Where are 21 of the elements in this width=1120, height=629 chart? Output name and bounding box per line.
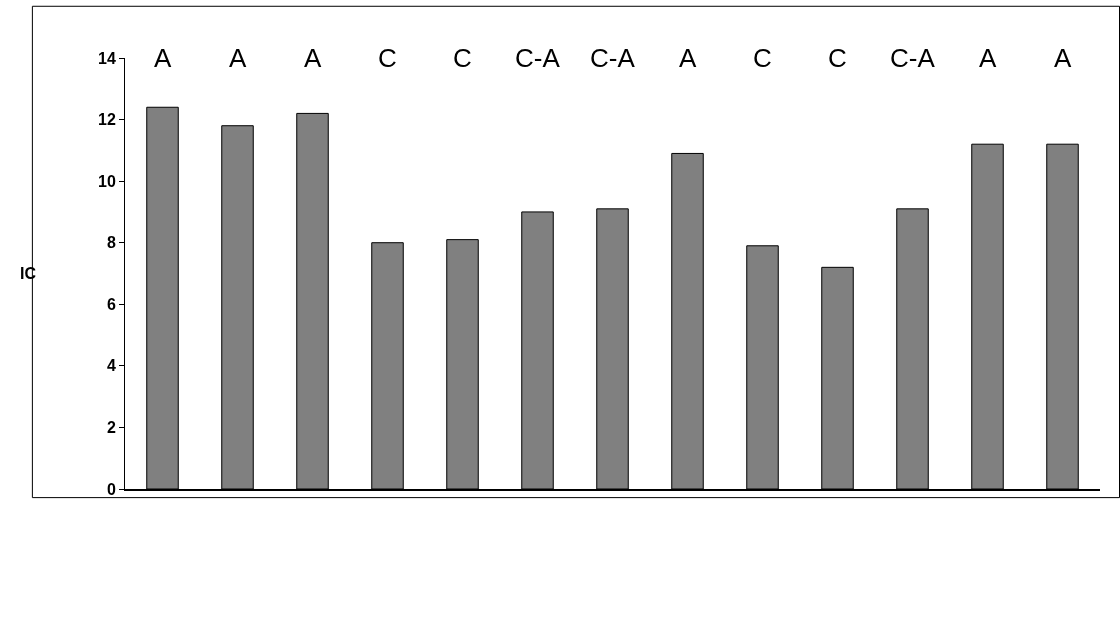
y-tick-label: 0 — [106, 480, 116, 498]
annotation: A — [679, 43, 697, 73]
y-tick-label: 10 — [98, 172, 116, 190]
annotation: A — [979, 43, 997, 73]
annotation: C-A — [590, 43, 636, 73]
y-tick-label: 14 — [98, 49, 116, 67]
annotation: C — [753, 43, 772, 73]
annotation: C — [453, 43, 472, 73]
annotation: A — [229, 43, 247, 73]
y-tick-label: 12 — [98, 111, 116, 129]
y-tick-label: 6 — [106, 295, 116, 313]
annotation: C — [378, 43, 397, 73]
annotation: A — [154, 43, 172, 73]
y-tick-label: 4 — [106, 357, 116, 375]
annotation: A — [304, 43, 322, 73]
y-tick-label: 2 — [106, 419, 116, 437]
y-tick-label: 8 — [106, 234, 116, 252]
annotation: C — [828, 43, 847, 73]
annotation: C-A — [515, 43, 561, 73]
annotation: A — [1054, 43, 1072, 73]
annotation: C-A — [890, 43, 936, 73]
